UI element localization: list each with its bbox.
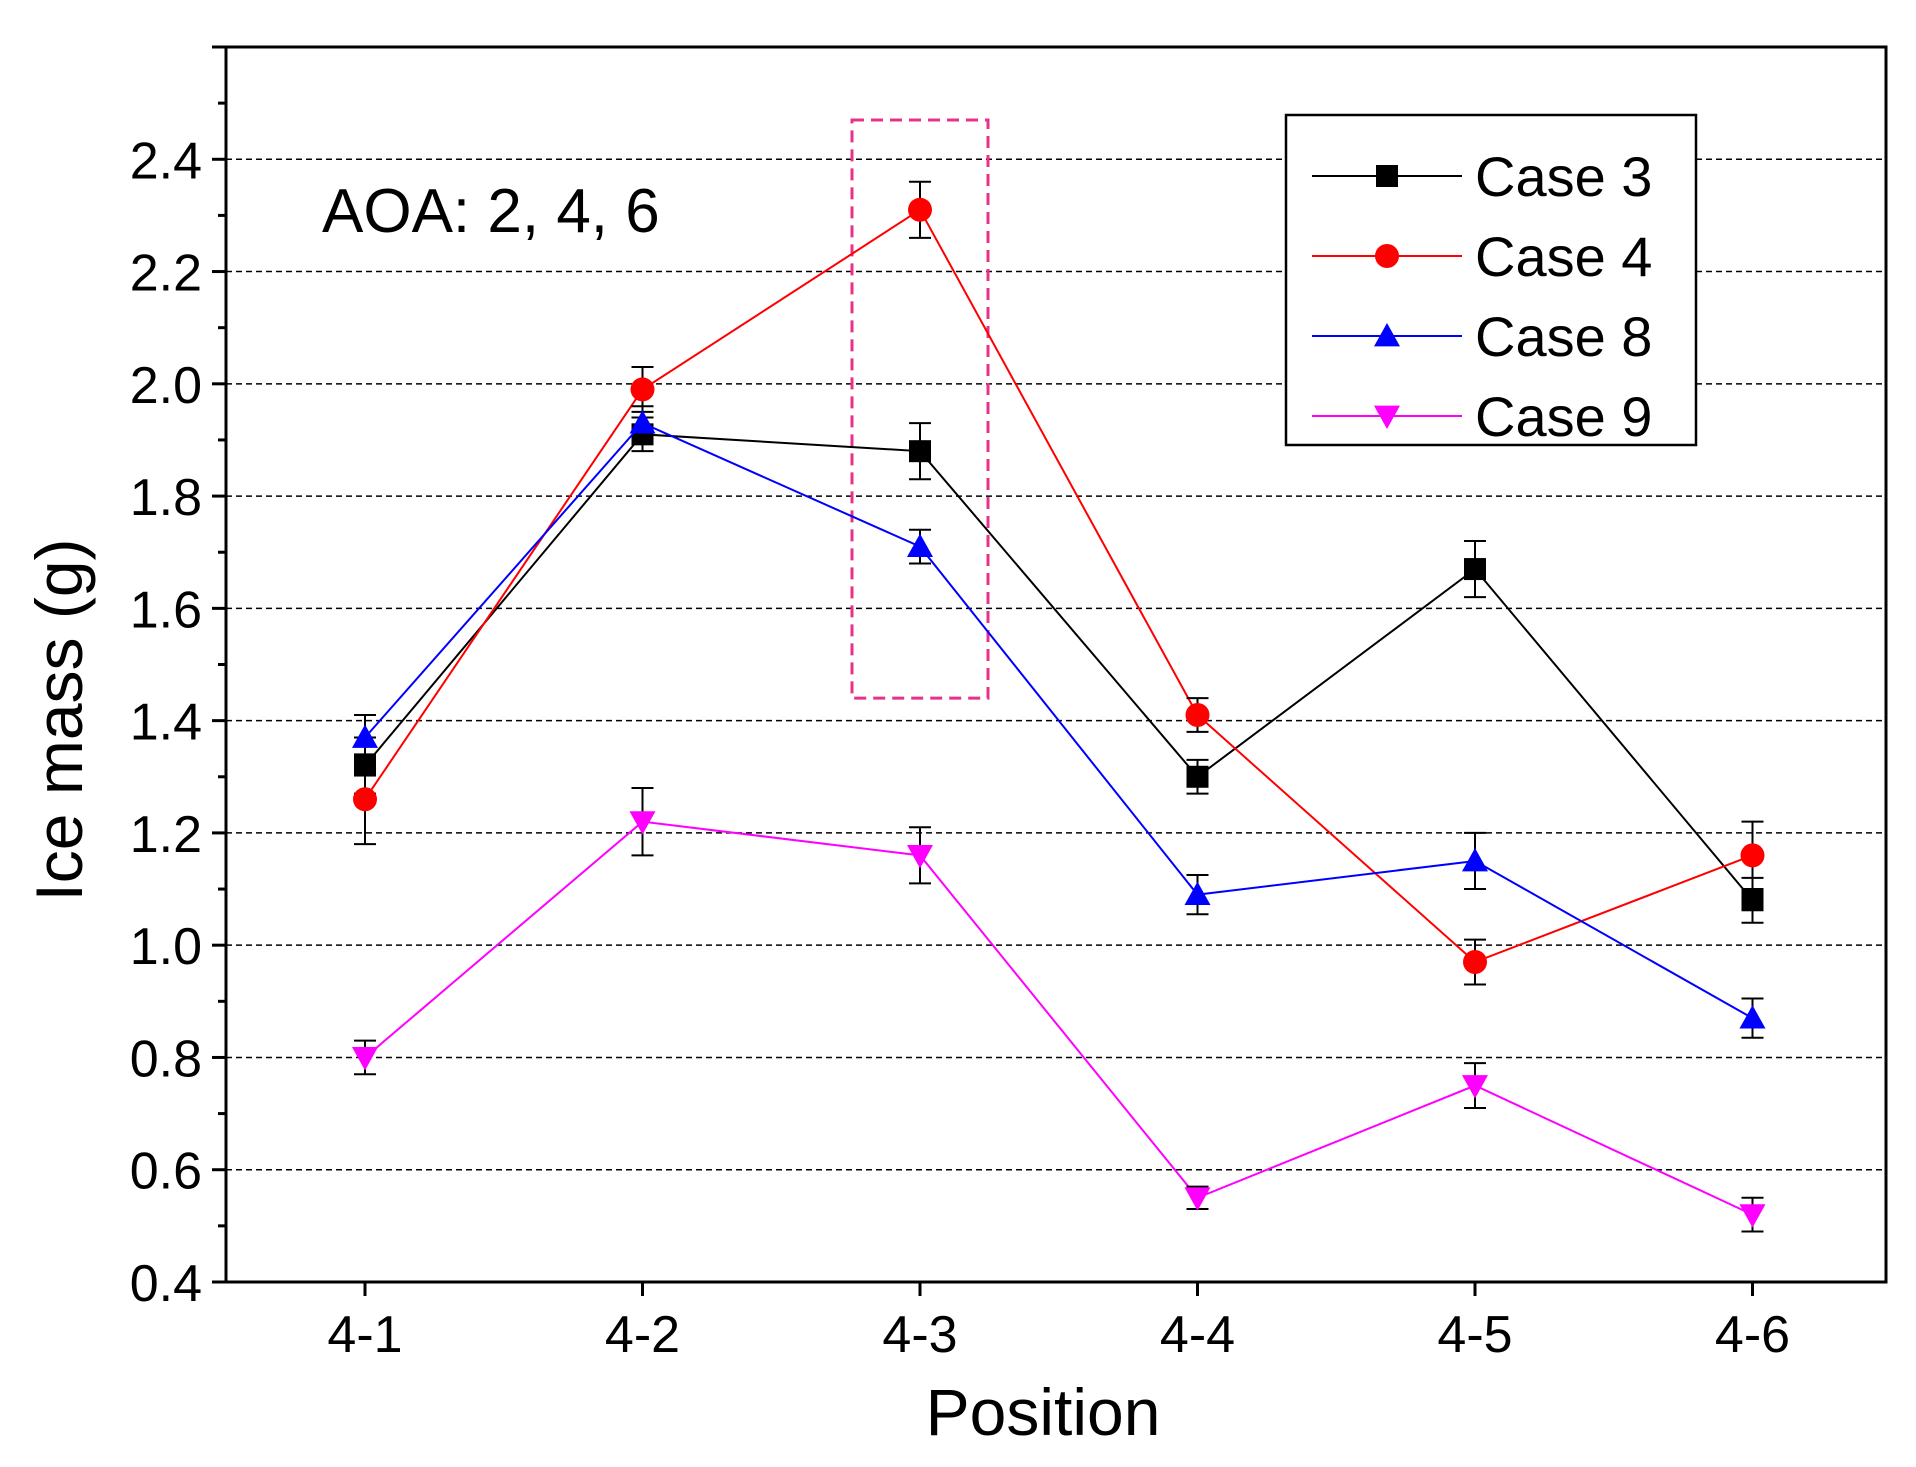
y-tick-label: 0.6 <box>130 1143 202 1201</box>
legend-marker <box>1376 165 1398 187</box>
y-tick-label: 2.4 <box>130 132 202 190</box>
y-tick-label: 2.0 <box>130 357 202 415</box>
legend-label: Case 9 <box>1475 385 1652 448</box>
legend-marker <box>1374 323 1400 347</box>
series-line <box>364 208 1753 964</box>
series-case-9 <box>352 787 1766 1233</box>
data-point <box>353 787 377 812</box>
aoa-annotation: AOA: 2, 4, 6 <box>322 177 660 246</box>
data-point <box>629 410 656 434</box>
x-tick-label: 4-3 <box>882 1306 957 1364</box>
legend-label: Case 8 <box>1475 305 1652 368</box>
series-line <box>364 421 1753 1020</box>
data-point <box>1739 1005 1766 1029</box>
data-point <box>1739 1204 1766 1228</box>
legend-item-case-4: Case 4 <box>1312 225 1652 288</box>
data-point <box>908 197 932 222</box>
y-tick-label: 0.4 <box>130 1255 202 1313</box>
series-case-8 <box>352 405 1766 1039</box>
y-tick-label: 1.2 <box>130 806 202 864</box>
data-point <box>1464 558 1486 581</box>
legend-label: Case 3 <box>1475 145 1652 208</box>
data-point <box>1462 1075 1488 1099</box>
y-tick-label: 2.2 <box>130 245 202 303</box>
legend-marker <box>1375 244 1399 268</box>
y-tick-label: 1.6 <box>130 581 202 639</box>
data-point <box>630 377 655 402</box>
data-point <box>352 724 378 748</box>
legend-item-case-9: Case 9 <box>1312 385 1652 448</box>
y-tick-label: 1.0 <box>130 918 202 976</box>
legend-box <box>1284 113 1698 447</box>
data-point <box>629 811 656 835</box>
data-point <box>909 440 931 463</box>
x-tick-label: 4-6 <box>1715 1306 1790 1364</box>
legend-label: Case 4 <box>1475 225 1652 288</box>
y-tick-label: 1.8 <box>130 469 202 527</box>
x-tick-label: 4-4 <box>1160 1306 1235 1364</box>
data-point <box>1186 765 1209 788</box>
x-tick-label: 4-2 <box>605 1306 680 1364</box>
series-line <box>364 433 1754 901</box>
data-point <box>1185 703 1210 728</box>
axes-layer: 0.4 0.6 0.8 1.0 1.2 1.4 1.6 1.8 2.0 2.2 2.4 4-1 4-2 4… <box>130 45 1888 1364</box>
series-case-4 <box>353 180 1765 986</box>
y-tick-label: 0.8 <box>130 1030 202 1088</box>
data-point <box>1741 889 1764 912</box>
series-line <box>364 820 1753 1216</box>
data-point <box>1184 881 1211 906</box>
highlight-layer <box>850 118 990 700</box>
y-tick-label: 1.4 <box>130 694 202 752</box>
legend-marker <box>1374 405 1400 429</box>
legend: Case 3 Case 4 Case 8 Case 9 <box>1284 113 1698 448</box>
data-point <box>1740 843 1765 868</box>
data-point <box>352 1047 378 1071</box>
x-axis-title: Position <box>926 1375 1161 1449</box>
data-point <box>1463 950 1487 975</box>
highlight-box <box>850 118 990 700</box>
y-axis-title: Ice mass (g) <box>22 538 96 901</box>
data-point <box>1462 847 1488 872</box>
legend-item-case-8: Case 8 <box>1312 305 1652 368</box>
data-point <box>1184 1187 1211 1211</box>
legend-item-case-3: Case 3 <box>1312 145 1652 208</box>
data-point <box>907 844 933 869</box>
data-point <box>907 533 933 558</box>
series-case-3 <box>354 416 1764 924</box>
x-tick-label: 4-5 <box>1437 1306 1512 1364</box>
series-layer <box>352 180 1766 1233</box>
x-tick-label: 4-1 <box>327 1306 402 1364</box>
